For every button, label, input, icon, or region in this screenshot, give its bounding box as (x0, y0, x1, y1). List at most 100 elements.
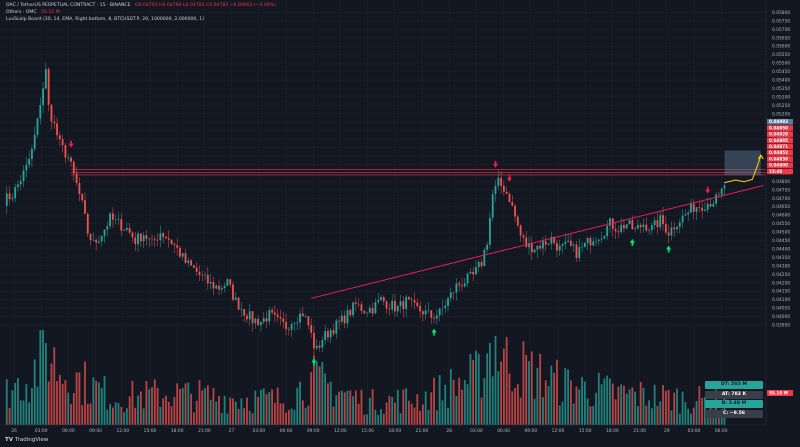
price-badge-label: 0.04800 (769, 163, 788, 168)
candle-body (254, 318, 257, 324)
candle-body (329, 330, 332, 338)
candle-body (620, 224, 623, 233)
candle-body (128, 227, 131, 233)
signal-up-arrow-icon (629, 239, 635, 247)
volume-bar (296, 387, 299, 425)
candle-body (165, 236, 167, 239)
price-badge (767, 143, 793, 150)
price-badge (767, 119, 793, 125)
volume-bar (106, 409, 109, 425)
volume-bars (5, 330, 726, 425)
volume-bar (547, 386, 550, 425)
tradingview-logo[interactable]: TV TradingView (5, 437, 48, 443)
candle-body (391, 300, 394, 310)
volume-bar (343, 392, 346, 425)
volume-bar (36, 386, 39, 425)
volume-bar (209, 399, 212, 425)
candle-body (388, 308, 391, 310)
volume-bar (338, 391, 341, 425)
time-tick-label: 03:00 (35, 428, 48, 434)
volume-bar (419, 410, 422, 425)
candle-body (153, 238, 156, 240)
volume-bar (131, 381, 134, 425)
volume-bar (441, 400, 444, 425)
volume-bar (550, 365, 553, 425)
volume-bar (204, 388, 206, 425)
volume-bar (508, 373, 511, 425)
candle-body (95, 239, 98, 243)
volume-bar (248, 410, 251, 425)
candle-body (271, 309, 273, 313)
volume-bar (670, 410, 673, 425)
volume-bar (47, 381, 50, 425)
volume-bar (410, 403, 413, 425)
candle-body (50, 104, 53, 122)
signal-down-arrow-icon (506, 174, 512, 182)
volume-bar (234, 401, 237, 425)
volume-bar (575, 386, 578, 425)
candle-body (89, 233, 92, 240)
volume-bar (184, 383, 187, 425)
time-axis: 26 03:00 06:00 09:00 12:00 15:00 18:00 21:00 27 0… (0, 424, 766, 434)
volume-bar (357, 403, 360, 425)
candle-body (338, 320, 341, 322)
candle-body (586, 238, 589, 243)
price-tick-label: 0.04450 (772, 238, 790, 244)
candle-body (631, 220, 634, 230)
volume-bar (17, 378, 19, 425)
candle-body (469, 271, 472, 274)
candle-body (556, 243, 558, 251)
candle-body (201, 274, 204, 276)
signal-down-arrow-icon (492, 160, 498, 168)
volume-bar (92, 377, 95, 425)
volume-bar (706, 413, 709, 425)
volume-bar (637, 406, 639, 425)
price-tick-label: 0.04600 (772, 213, 790, 219)
volume-bar (360, 389, 363, 425)
candle-body (408, 296, 410, 300)
volume-bar (374, 409, 377, 425)
volume-bar (522, 341, 525, 425)
grid (0, 0, 766, 425)
candle-body (653, 220, 656, 226)
volume-bar (690, 413, 692, 425)
volume-bar (396, 389, 399, 425)
candle-body (14, 187, 17, 199)
legend-symbol[interactable]: OAC / TetherUS PERPETUAL CONTRACT · 15 ·… (6, 3, 276, 9)
volume-bar (313, 355, 315, 425)
volume-bar (279, 403, 282, 425)
volume-bar (290, 408, 293, 425)
volume-bar (480, 397, 483, 425)
volume-bar (39, 330, 42, 425)
volume-bar (243, 408, 246, 425)
price-tick-label: 0.05600 (772, 44, 790, 50)
time-tick-label: 09:00 (524, 428, 537, 434)
legend-indicator-2[interactable]: LuxScalp Board (30, 14, EMA, Right botto… (6, 17, 204, 23)
candle-body (569, 240, 572, 246)
candle-body (137, 233, 139, 245)
volume-stat-badge: AT: 782 K (705, 390, 763, 399)
price-tick-label: 0.04550 (772, 221, 790, 227)
volume-bar (120, 406, 123, 425)
volume-bar (413, 407, 416, 425)
candle-body (98, 241, 100, 243)
volume-bar (533, 399, 536, 425)
volume-bar (58, 374, 61, 425)
legend-indicator-1[interactable]: Others · OMC 55.10 M (6, 10, 60, 16)
candle-body (695, 207, 698, 212)
price-tick-label: 0.05700 (772, 27, 790, 33)
volume-bar (620, 384, 623, 425)
candle-body (410, 299, 413, 301)
candle-body (435, 315, 438, 319)
candle-body (536, 245, 539, 250)
volume-bar (617, 386, 620, 425)
candle-body (558, 245, 561, 251)
candle-body (279, 317, 282, 319)
candle-body (204, 274, 206, 276)
candle-body (463, 283, 466, 287)
price-badge-label: 0.04871 (769, 144, 788, 149)
volume-bar (631, 387, 634, 425)
indicator-2-name: LuxScalp Board (30, 14, EMA, Right botto… (6, 17, 204, 22)
